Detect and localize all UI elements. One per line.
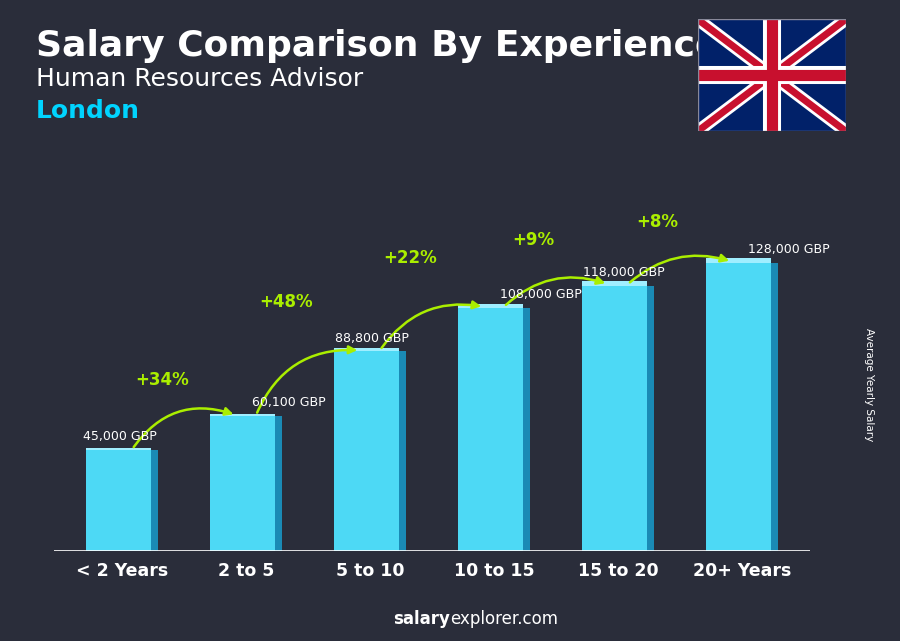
Text: Human Resources Advisor: Human Resources Advisor (36, 67, 364, 91)
Bar (86, 448, 151, 450)
Bar (458, 308, 530, 551)
Text: London: London (36, 99, 140, 123)
Text: 45,000 GBP: 45,000 GBP (83, 430, 157, 443)
Bar (582, 281, 647, 285)
Text: Average Yearly Salary: Average Yearly Salary (863, 328, 874, 441)
Bar (706, 263, 778, 551)
Bar (523, 308, 530, 551)
Text: 128,000 GBP: 128,000 GBP (748, 243, 830, 256)
Text: 108,000 GBP: 108,000 GBP (500, 288, 582, 301)
Bar (458, 304, 523, 308)
Text: Salary Comparison By Experience: Salary Comparison By Experience (36, 29, 719, 63)
Text: +8%: +8% (636, 213, 679, 231)
Text: salary: salary (393, 610, 450, 628)
Bar (706, 258, 770, 263)
Text: +22%: +22% (382, 249, 436, 267)
Bar (647, 285, 653, 551)
Bar (399, 351, 406, 551)
Text: 88,800 GBP: 88,800 GBP (336, 331, 410, 344)
Text: 118,000 GBP: 118,000 GBP (583, 266, 665, 279)
Bar (334, 351, 406, 551)
Text: 60,100 GBP: 60,100 GBP (252, 396, 326, 409)
Bar (274, 416, 282, 551)
Bar (211, 416, 282, 551)
Bar (582, 285, 653, 551)
Bar (86, 450, 158, 551)
Text: +48%: +48% (259, 293, 312, 311)
Bar (211, 413, 274, 416)
Bar (151, 450, 158, 551)
Text: +34%: +34% (135, 371, 189, 389)
Text: explorer.com: explorer.com (450, 610, 558, 628)
Bar (770, 263, 778, 551)
Text: +9%: +9% (513, 231, 554, 249)
Bar (334, 348, 399, 351)
